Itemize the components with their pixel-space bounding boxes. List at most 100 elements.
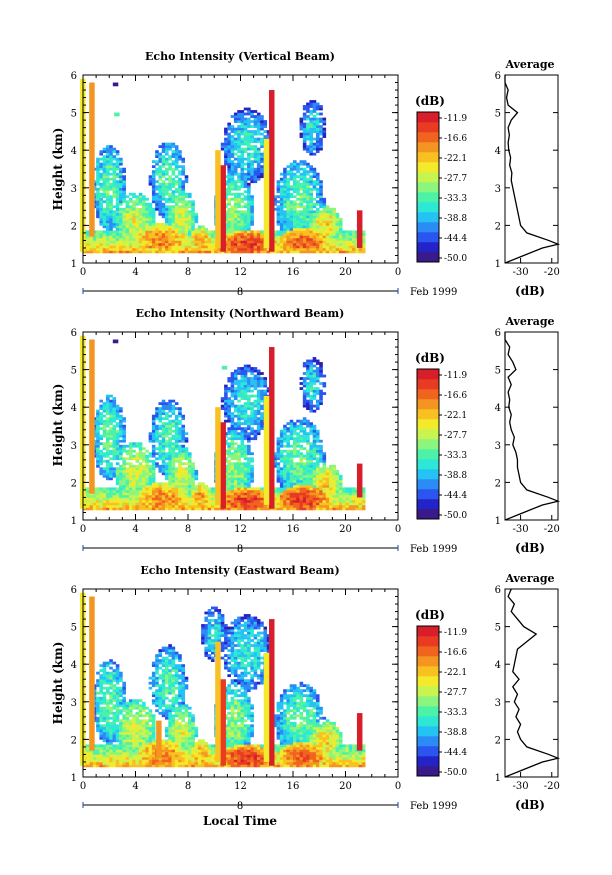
echo-cell xyxy=(315,457,320,461)
echo-cell xyxy=(286,197,291,201)
echo-cell xyxy=(289,477,294,481)
echo-cell xyxy=(296,237,300,241)
echo-cell xyxy=(151,474,156,478)
echo-cell xyxy=(188,217,192,221)
echo-cell xyxy=(181,454,186,458)
echo-cell xyxy=(122,242,126,246)
echo-cell xyxy=(312,217,317,221)
echo-cell xyxy=(312,220,317,224)
echo-cell xyxy=(289,222,294,226)
echo-cell xyxy=(112,195,117,199)
echo-cell xyxy=(293,220,297,224)
echo-cell xyxy=(325,230,330,234)
echo-cell xyxy=(306,472,310,476)
echo-cell xyxy=(96,165,100,169)
echo-cell xyxy=(260,165,264,169)
echo-cell xyxy=(247,122,251,126)
echo-cell xyxy=(112,397,117,400)
echo-cell xyxy=(302,462,307,466)
echo-cell xyxy=(306,407,310,411)
echo-cell xyxy=(227,155,231,159)
echo-cell xyxy=(92,237,97,241)
echo-cell xyxy=(201,489,205,493)
echo-cell xyxy=(178,479,182,483)
echo-cell xyxy=(240,172,245,176)
echo-cell xyxy=(109,195,113,199)
echo-cell xyxy=(207,507,212,511)
echo-cell xyxy=(171,407,176,411)
echo-cell xyxy=(302,397,307,400)
echo-cell xyxy=(260,242,264,246)
echo-cell xyxy=(253,422,258,426)
echo-cell xyxy=(240,462,245,466)
echo-cell xyxy=(112,497,117,501)
echo-cell xyxy=(286,222,291,226)
echo-cell xyxy=(155,245,159,249)
echo-cell xyxy=(240,192,245,196)
echo-cell xyxy=(171,225,176,229)
echo-cell xyxy=(247,377,251,380)
echo-cell xyxy=(115,247,120,251)
echo-cell xyxy=(293,165,297,169)
echo-cell xyxy=(105,175,110,179)
echo-cell xyxy=(128,497,133,501)
echo-cell xyxy=(224,402,228,405)
echo-cell xyxy=(237,382,241,385)
echo-cell xyxy=(102,150,107,154)
echo-cell xyxy=(138,245,143,249)
echo-cell xyxy=(92,235,97,239)
echo-cell xyxy=(171,215,176,219)
echo-cell xyxy=(276,240,281,244)
echo-cell xyxy=(293,217,297,221)
echo-cell xyxy=(233,132,238,136)
echo-cell xyxy=(247,459,251,463)
echo-cell xyxy=(256,140,261,143)
echo-cell xyxy=(119,235,123,239)
echo-cell xyxy=(279,210,284,214)
echo-cell xyxy=(240,182,245,186)
echo-cell xyxy=(142,207,146,211)
echo-cell xyxy=(286,182,291,186)
echo-cell xyxy=(155,452,159,456)
echo-cell xyxy=(253,170,258,174)
echo-cell xyxy=(243,384,248,388)
echo-cell xyxy=(319,132,323,136)
echo-cell xyxy=(105,507,110,511)
echo-cell xyxy=(151,227,156,231)
echo-cell xyxy=(102,452,107,456)
echo-cell xyxy=(168,240,172,244)
echo-cell xyxy=(243,197,248,201)
echo-cell xyxy=(184,200,189,204)
echo-cell xyxy=(322,207,327,211)
echo-cell xyxy=(194,247,199,251)
echo-cell xyxy=(138,467,143,471)
echo-cell xyxy=(178,504,182,508)
echo-cell xyxy=(273,240,277,244)
echo-cell xyxy=(89,245,94,249)
echo-cell xyxy=(119,474,123,478)
echo-cell xyxy=(224,152,228,156)
echo-cell xyxy=(322,240,327,244)
echo-cell xyxy=(237,494,241,498)
echo-cell xyxy=(181,429,186,433)
echo-cell xyxy=(312,382,317,385)
echo-cell xyxy=(306,434,310,438)
echo-cell xyxy=(243,497,248,501)
echo-cell xyxy=(286,482,291,486)
echo-cell xyxy=(247,247,251,251)
echo-cell xyxy=(230,130,235,133)
echo-cell xyxy=(233,225,238,229)
echo-cell xyxy=(227,419,231,423)
echo-cell xyxy=(237,172,241,176)
echo-cell xyxy=(125,220,130,224)
echo-cell xyxy=(135,479,140,483)
echo-cell xyxy=(112,175,117,179)
echo-cell xyxy=(302,235,307,239)
echo-cell xyxy=(181,157,186,161)
echo-cell xyxy=(191,497,195,501)
echo-cell xyxy=(227,459,231,463)
echo-cell xyxy=(315,472,320,476)
echo-cell xyxy=(296,240,300,244)
echo-cell xyxy=(128,477,133,481)
echo-cell xyxy=(273,487,277,491)
